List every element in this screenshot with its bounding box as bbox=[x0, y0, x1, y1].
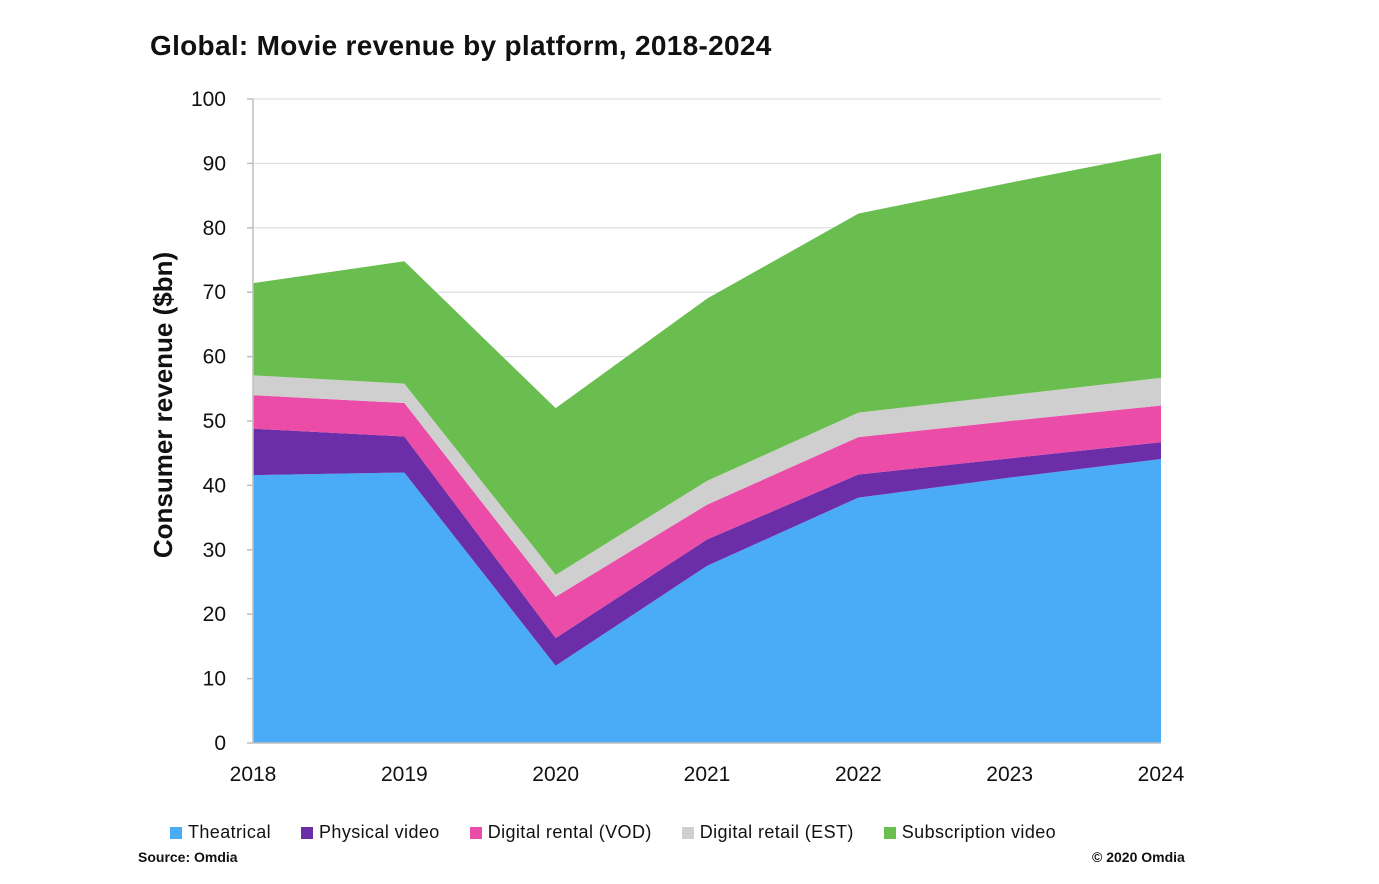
legend-label-digital-rental-vod: Digital rental (VOD) bbox=[487, 822, 652, 842]
legend-swatch-physical-video bbox=[301, 826, 314, 839]
y-axis-label: Consumer revenue ($bn) bbox=[148, 252, 178, 558]
y-tick-label-100: 100 bbox=[191, 88, 226, 111]
area-digital-rental-vod bbox=[253, 395, 1161, 639]
legend-item-theatrical: Theatrical bbox=[170, 822, 271, 843]
legend: Theatrical Physical video Digital rental (… bbox=[170, 822, 1056, 843]
legend-item-digital-rental-vod: Digital rental (VOD) bbox=[469, 822, 652, 843]
y-tick-label-90: 90 bbox=[203, 152, 226, 175]
y-tick-label-50: 50 bbox=[203, 410, 226, 433]
x-tick-label-2019: 2019 bbox=[381, 763, 428, 786]
stacked-areas bbox=[253, 153, 1161, 743]
y-tick-labels: 0 10 20 30 40 50 60 70 80 90 100 bbox=[191, 88, 226, 755]
legend-item-physical-video: Physical video bbox=[301, 822, 440, 843]
legend-swatch-digital-rental-vod bbox=[469, 826, 482, 839]
legend-swatch-digital-retail-est bbox=[681, 826, 694, 839]
area-subscription-video bbox=[253, 153, 1161, 575]
x-tick-label-2022: 2022 bbox=[835, 763, 882, 786]
y-tick-label-20: 20 bbox=[203, 603, 226, 626]
legend-swatch-theatrical bbox=[170, 826, 182, 839]
legend-label-subscription-video: Subscription video bbox=[901, 822, 1057, 842]
y-tick-label-70: 70 bbox=[203, 281, 226, 304]
source-note: Source: Omdia bbox=[138, 849, 238, 865]
legend-swatch-subscription-video bbox=[883, 826, 896, 839]
y-tick-label-30: 30 bbox=[203, 539, 226, 562]
y-tick-label-10: 10 bbox=[203, 668, 226, 691]
legend-label-digital-retail-est: Digital retail (EST) bbox=[699, 822, 854, 842]
x-tick-label-2020: 2020 bbox=[532, 763, 579, 786]
copyright-note: © 2020 Omdia bbox=[1092, 849, 1185, 865]
y-tick-label-0: 0 bbox=[214, 732, 226, 755]
chart-title: Global: Movie revenue by platform, 2018-… bbox=[150, 30, 772, 61]
area-physical-video bbox=[253, 428, 1161, 666]
x-tick-label-2023: 2023 bbox=[986, 763, 1033, 786]
axes bbox=[247, 98, 1161, 744]
area-theatrical bbox=[253, 458, 1161, 743]
legend-label-physical-video: Physical video bbox=[319, 822, 440, 842]
y-tick-label-60: 60 bbox=[203, 346, 226, 369]
y-tick-label-80: 80 bbox=[203, 217, 226, 240]
x-tick-label-2024: 2024 bbox=[1138, 763, 1185, 786]
legend-label-theatrical: Theatrical bbox=[188, 822, 272, 842]
y-tick-label-40: 40 bbox=[203, 474, 226, 497]
x-tick-label-2018: 2018 bbox=[230, 763, 277, 786]
area-digital-retail-est bbox=[253, 375, 1161, 597]
x-tick-labels: 2018 2019 2020 2021 2022 2023 2024 bbox=[230, 763, 1185, 786]
x-tick-label-2021: 2021 bbox=[684, 763, 731, 786]
legend-item-subscription-video: Subscription video bbox=[883, 822, 1057, 843]
legend-item-digital-retail-est: Digital retail (EST) bbox=[681, 822, 854, 843]
